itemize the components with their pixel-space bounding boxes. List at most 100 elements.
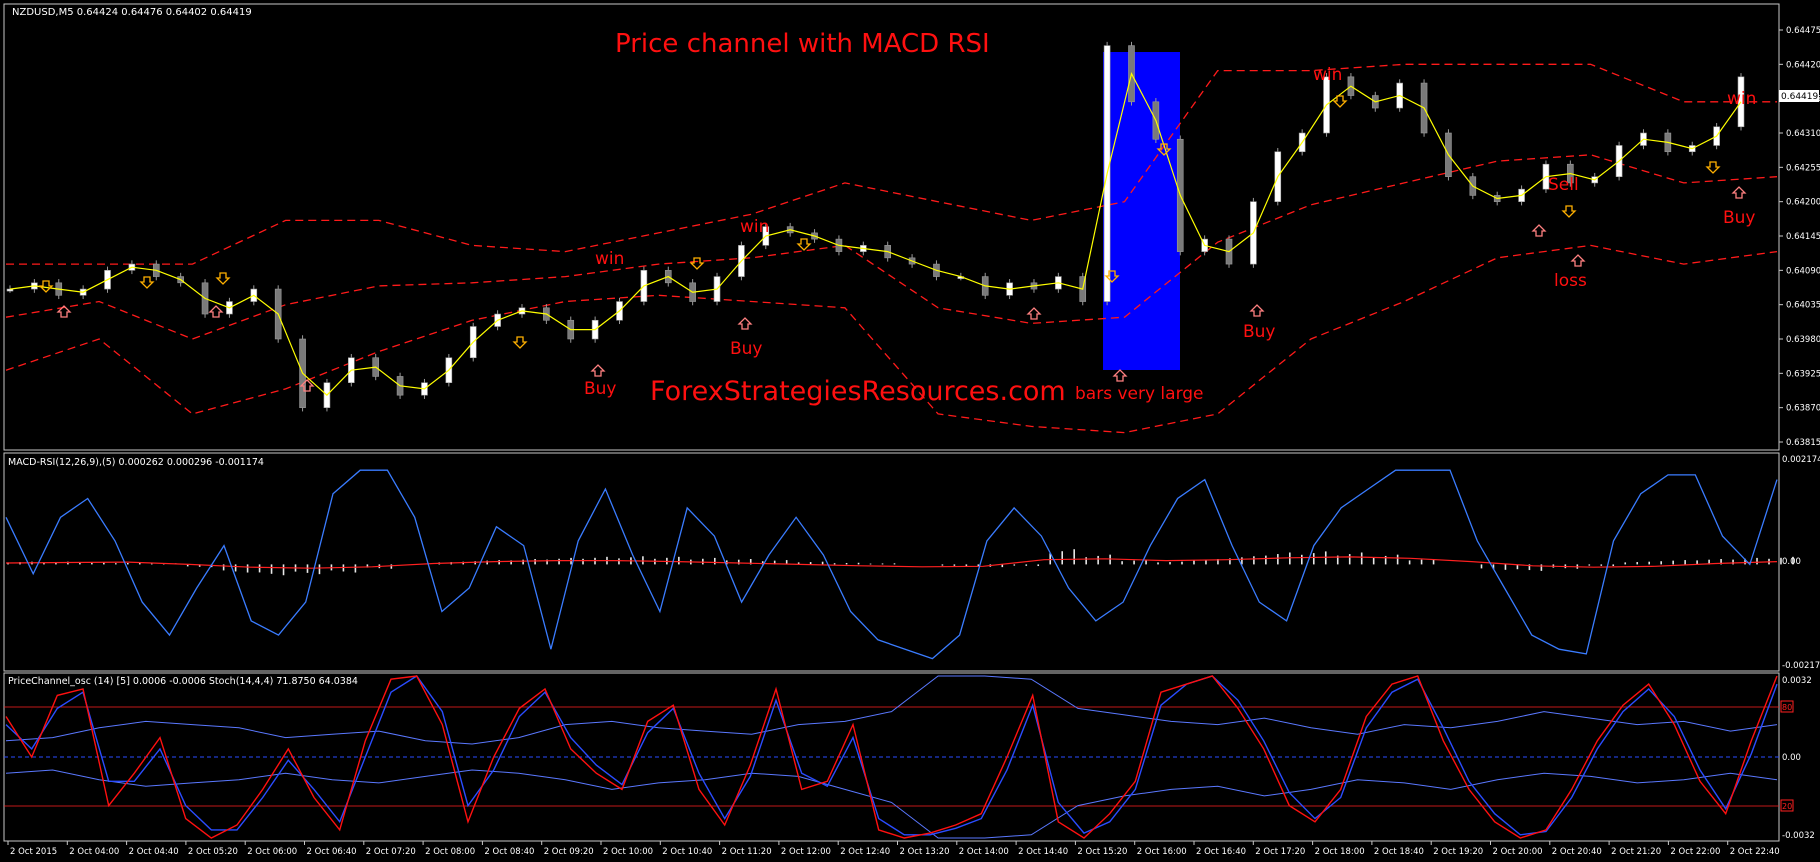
annotation-buy-3: Buy — [1243, 322, 1276, 342]
current-price-box — [1779, 90, 1819, 102]
annotation-large-bars: bars very large — [1075, 384, 1204, 404]
time-tick-label: 2 Oct 20:40 — [1552, 847, 1602, 857]
price-tick-label: 0.64035 — [1786, 301, 1820, 311]
stoch-signal-line — [5, 675, 1778, 836]
arrow-up-icon — [737, 317, 753, 330]
arrow-down-icon — [512, 336, 528, 349]
price-tick-label: 0.63980 — [1786, 335, 1820, 345]
price-axis: 0.644750.644200.643650.643100.642550.642… — [1779, 26, 1820, 448]
time-tick-label: 2 Oct 08:40 — [484, 847, 534, 857]
price-tick-label: 0.63815 — [1786, 438, 1820, 448]
arrow-up-icon — [56, 305, 72, 318]
time-tick-label: 2 Oct 08:00 — [425, 847, 475, 857]
time-tick-label: 2 Oct 15:20 — [1077, 847, 1127, 857]
time-tick-label: 2 Oct 05:20 — [188, 847, 238, 857]
macd-panel-header: MACD-RSI(12,26,9),(5) 0.000262 0.000296 … — [8, 457, 264, 468]
time-tick-label: 2 Oct 13:20 — [900, 847, 950, 857]
watermark: ForexStrategiesResources.com — [650, 376, 1066, 407]
osc-axis-zero: 0.00 — [1782, 753, 1801, 763]
price-tick-label: 0.64090 — [1786, 266, 1820, 276]
arrow-down-icon — [1156, 143, 1172, 156]
time-tick-label: 2 Oct 04:00 — [69, 847, 119, 857]
time-tick-label: 2 Oct 14:00 — [959, 847, 1009, 857]
arrow-down-icon — [1561, 205, 1577, 218]
time-tick-label: 2 Oct 22:40 — [1730, 847, 1780, 857]
osc-axis-bottom: -0.0032 — [1782, 831, 1815, 841]
annotation-buy-1: Buy — [584, 379, 617, 399]
signal-arrows — [38, 95, 1747, 392]
annotation-win-3: win — [1313, 65, 1342, 85]
time-tick-label: 2 Oct 06:40 — [307, 847, 357, 857]
arrow-up-icon — [1731, 186, 1747, 199]
arrow-down-icon — [215, 272, 231, 285]
arrow-up-icon — [299, 379, 315, 392]
time-tick-label: 2 Oct 04:40 — [129, 847, 179, 857]
annotation-buy-2: Buy — [730, 339, 763, 359]
annotation-win-2: win — [740, 217, 769, 237]
time-axis: 2 Oct 2015 2 Oct 04:00 2 Oct 04:40 2 Oct 05… — [7, 841, 1780, 857]
time-tick-label: 2 Oct 19:20 — [1433, 847, 1483, 857]
time-tick-label: 2 Oct 06:00 — [247, 847, 297, 857]
level-20-label: 20 — [1782, 802, 1792, 811]
price-panel[interactable]: 0.644750.644200.643650.643100.642550.642… — [3, 3, 1820, 451]
oscillator-panel[interactable]: PriceChannel_osc (14) [5] 0.0006 -0.0006… — [3, 672, 1815, 842]
time-tick-label: 2 Oct 20:00 — [1493, 847, 1543, 857]
time-tick-label: 2 Oct 22:00 — [1670, 847, 1720, 857]
time-tick-label: 2 Oct 09:20 — [544, 847, 594, 857]
macd-axis-zero: 0.00 — [1782, 557, 1801, 567]
price-tick-label: 0.64420 — [1786, 60, 1820, 70]
macd-panel[interactable]: MACD-RSI(12,26,9),(5) 0.000262 0.000296 … — [3, 452, 1820, 672]
arrow-down-icon — [689, 257, 705, 270]
stoch-main-line — [5, 675, 1778, 839]
time-tick-label: 2 Oct 12:00 — [781, 847, 831, 857]
arrow-up-icon — [1112, 369, 1128, 382]
moving-average-line — [9, 72, 1742, 397]
channel-upper-line — [6, 63, 1777, 265]
osc-band-upper — [5, 675, 1778, 745]
price-tick-label: 0.64200 — [1786, 198, 1820, 208]
time-tick-label: 2 Oct 10:40 — [662, 847, 712, 857]
price-tick-label: 0.64255 — [1786, 163, 1820, 173]
arrow-up-icon — [1531, 224, 1547, 237]
price-tick-label: 0.63925 — [1786, 369, 1820, 379]
time-tick-label: 2 Oct 12:40 — [840, 847, 890, 857]
arrow-up-icon — [1249, 304, 1265, 317]
annotation-buy-4: Buy — [1723, 208, 1756, 228]
arrow-up-icon — [1570, 254, 1586, 267]
annotation-win-1: win — [595, 249, 624, 269]
osc-axis-top: 0.0032 — [1782, 676, 1812, 686]
arrow-down-icon — [1104, 270, 1120, 283]
arrow-down-icon — [1332, 95, 1348, 108]
rsi-line — [5, 469, 1778, 660]
macd-axis-top: 0.002174 — [1782, 455, 1820, 465]
time-tick-label: 2 Oct 14:40 — [1018, 847, 1068, 857]
current-price-label: 0.64419 — [1781, 92, 1818, 102]
level-80-label: 80 — [1782, 703, 1792, 712]
time-tick-label: 2 Oct 11:20 — [722, 847, 772, 857]
price-panel-header: NZDUSD,M5 0.64424 0.64476 0.64402 0.6441… — [12, 7, 252, 18]
time-tick-label: 2 Oct 17:20 — [1255, 847, 1305, 857]
annotation-sell: Sell — [1548, 175, 1579, 195]
time-tick-label: 2 Oct 2015 — [10, 847, 57, 857]
annotation-loss: loss — [1554, 271, 1587, 291]
candle-body — [1737, 76, 1745, 128]
time-tick-label: 2 Oct 10:00 — [603, 847, 653, 857]
time-tick-label: 2 Oct 18:40 — [1374, 847, 1424, 857]
time-tick-label: 2 Oct 16:40 — [1196, 847, 1246, 857]
price-tick-label: 0.64145 — [1786, 232, 1820, 242]
price-tick-label: 0.63870 — [1786, 404, 1820, 414]
macd-panel-frame — [3, 452, 1780, 672]
annotation-win-4: win — [1727, 89, 1756, 109]
arrow-down-icon — [796, 238, 812, 251]
large-bars-highlight — [1103, 52, 1180, 370]
macd-axis-bottom: -0.002178 — [1782, 661, 1820, 671]
arrow-down-icon — [139, 276, 155, 289]
osc-panel-header: PriceChannel_osc (14) [5] 0.0006 -0.0006… — [8, 676, 358, 687]
level-20-box — [1780, 799, 1794, 812]
level-80-box — [1780, 700, 1794, 713]
time-tick-label: 2 Oct 21:20 — [1611, 847, 1661, 857]
arrow-up-icon — [1026, 307, 1042, 320]
price-tick-label: 0.64310 — [1786, 129, 1820, 139]
time-tick-label: 2 Oct 16:00 — [1137, 847, 1187, 857]
